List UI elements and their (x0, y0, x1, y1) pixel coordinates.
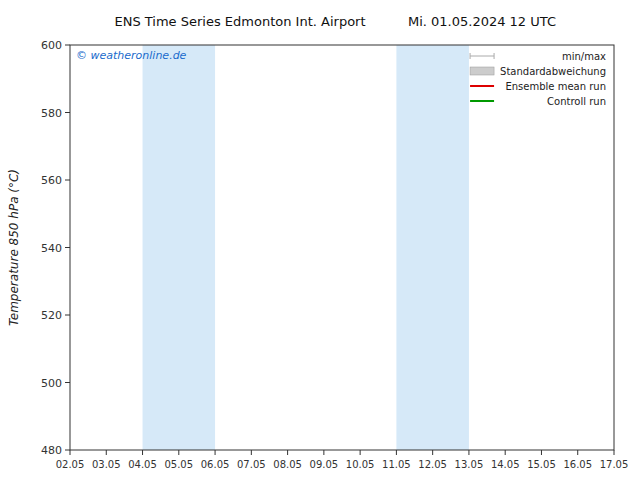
x-tick-label: 04.05 (128, 459, 157, 470)
legend-swatch (494, 53, 495, 59)
x-tick (360, 450, 361, 455)
x-tick-label: 07.05 (237, 459, 266, 470)
x-tick-label: 02.05 (56, 459, 85, 470)
y-tick (65, 247, 70, 248)
x-tick-label: 06.05 (201, 459, 230, 470)
x-tick (287, 450, 288, 455)
y-tick-label: 480 (41, 444, 62, 457)
y-tick-label: 500 (41, 377, 62, 390)
x-tick (215, 450, 216, 455)
y-tick-label: 520 (41, 309, 62, 322)
chart: 480 500 520 540 560 580 600 02.05 03.05 04.05 05.0… (0, 0, 634, 490)
x-tick-label: 08.05 (273, 459, 302, 470)
legend-swatch (470, 85, 494, 87)
y-axis-label: Temperature 850 hPa (°C) (7, 169, 21, 326)
watermark: © weatheronline.de (76, 49, 187, 62)
y-tick (65, 382, 70, 383)
legend-label: Ensemble mean run (505, 81, 606, 92)
y-tick-label: 600 (41, 39, 62, 52)
x-tick-label: 03.05 (92, 459, 121, 470)
x-tick-label: 17.05 (600, 459, 629, 470)
x-tick (468, 450, 469, 455)
legend: min/max Standardabweichung Ensemble mean r… (470, 51, 606, 107)
x-tick (614, 450, 615, 455)
band (143, 45, 216, 450)
legend-swatch (470, 100, 494, 102)
plot-frame (70, 45, 614, 450)
x-tick-label: 15.05 (527, 459, 556, 470)
plot-background (70, 45, 614, 450)
x-tick-label: 16.05 (563, 459, 592, 470)
x-tick (541, 450, 542, 455)
y-tick-label: 540 (41, 242, 62, 255)
x-tick (106, 450, 107, 455)
legend-label: Controll run (547, 96, 606, 107)
x-tick (70, 450, 71, 455)
y-tick (65, 45, 70, 46)
x-tick (142, 450, 143, 455)
x-tick (323, 450, 324, 455)
y-tick (65, 112, 70, 113)
x-tick (432, 450, 433, 455)
x-tick-label: 13.05 (455, 459, 484, 470)
x-tick (251, 450, 252, 455)
y-tick (65, 180, 70, 181)
legend-label: Standardabweichung (500, 66, 606, 77)
y-tick-label: 560 (41, 174, 62, 187)
x-tick (178, 450, 179, 455)
x-tick (396, 450, 397, 455)
legend-swatch (470, 56, 494, 57)
band (396, 45, 469, 450)
legend-swatch (470, 67, 494, 75)
x-tick-label: 14.05 (491, 459, 520, 470)
y-tick-label: 580 (41, 107, 62, 120)
x-tick (577, 450, 578, 455)
title: ENS Time Series Edmonton Int. Airport (114, 14, 365, 29)
x-tick-label: 09.05 (310, 459, 339, 470)
legend-swatch (470, 53, 471, 59)
x-tick-label: 05.05 (164, 459, 193, 470)
plot-area (143, 45, 469, 450)
y-tick (65, 315, 70, 316)
subtitle: Mi. 01.05.2024 12 UTC (408, 14, 556, 29)
x-tick-label: 12.05 (418, 459, 447, 470)
x-tick-label: 11.05 (382, 459, 411, 470)
legend-label: min/max (562, 51, 606, 62)
x-tick-label: 10.05 (346, 459, 375, 470)
y-tick (65, 450, 70, 451)
x-tick (505, 450, 506, 455)
